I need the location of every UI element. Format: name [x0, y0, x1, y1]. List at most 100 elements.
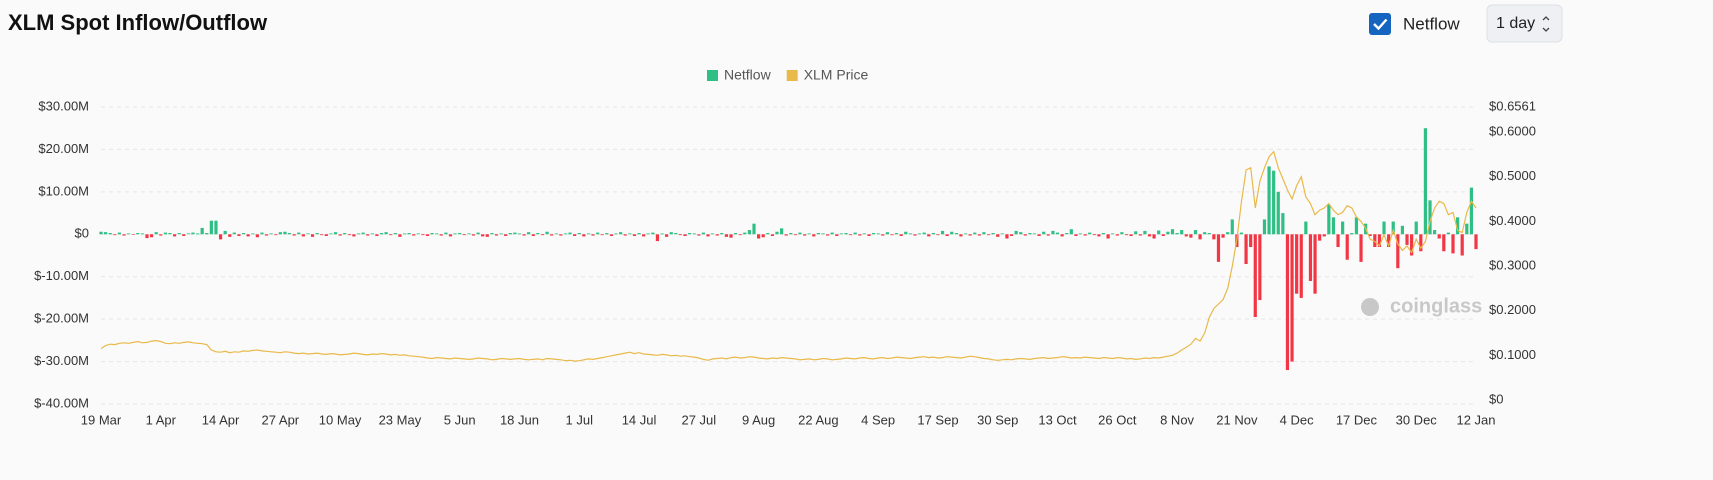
bar [908, 233, 912, 235]
bar [1000, 233, 1004, 235]
bar [1120, 232, 1124, 235]
x-tick-label: 5 Jun [444, 412, 476, 427]
bar [393, 233, 397, 235]
bar [329, 233, 333, 235]
bar [936, 234, 940, 236]
y2-tick-label: $0 [1489, 391, 1503, 406]
bar [674, 233, 678, 235]
bar [1267, 166, 1271, 235]
bar [1046, 234, 1050, 236]
bar [1451, 234, 1455, 254]
bar [917, 233, 922, 235]
watermark: coinglass [1390, 295, 1482, 317]
bar [986, 234, 991, 236]
bar [1368, 234, 1372, 236]
bar [1097, 234, 1101, 237]
checkbox[interactable] [1369, 13, 1391, 35]
bar [1318, 234, 1322, 241]
bar [931, 233, 935, 235]
bar [402, 233, 407, 235]
bar [444, 232, 448, 235]
bar [711, 233, 715, 235]
bar [200, 227, 204, 235]
bar [117, 232, 121, 235]
bar [1354, 217, 1359, 235]
bar [550, 234, 554, 236]
bar [683, 234, 687, 236]
bar [563, 233, 568, 235]
bar [1157, 230, 1161, 235]
bar [269, 233, 273, 235]
bar [1331, 217, 1336, 235]
bar [232, 232, 236, 235]
y-tick-label: $-10.00M [34, 268, 89, 283]
bar [1295, 234, 1299, 294]
bar [467, 233, 471, 235]
bar [531, 234, 535, 236]
bar [471, 234, 476, 236]
bar [1230, 219, 1234, 235]
bar [858, 234, 862, 236]
bar [729, 234, 733, 238]
bar [1423, 128, 1428, 235]
bar [1322, 234, 1326, 237]
bar [1078, 233, 1083, 235]
bar [950, 231, 954, 235]
x-tick-label: 1 Apr [146, 412, 177, 427]
x-tick-label: 4 Sep [861, 412, 895, 427]
select-arrows [1542, 16, 1550, 32]
y2-tick-label: $0.2000 [1489, 302, 1536, 317]
bar [1336, 234, 1340, 248]
bar [1276, 191, 1280, 235]
bar [1134, 231, 1138, 235]
bar [1437, 234, 1441, 239]
bar [582, 234, 586, 237]
x-tick-label: 13 Oct [1038, 412, 1077, 427]
bar [205, 233, 209, 235]
bar [871, 233, 876, 235]
bar [619, 232, 623, 235]
bar [490, 233, 494, 235]
bar [425, 234, 430, 236]
bar [1313, 234, 1317, 294]
bar [1442, 234, 1446, 252]
y-tick-label: $0 [75, 226, 89, 241]
bar [996, 234, 1000, 237]
bar [637, 233, 641, 235]
title: XLM Spot Inflow/Outflow [8, 10, 268, 35]
x-tick-label: 8 Nov [1160, 412, 1194, 427]
bar [577, 233, 581, 235]
y-tick-label: $30.00M [38, 98, 89, 113]
bar [1019, 232, 1023, 235]
bar [1193, 230, 1198, 235]
bar [600, 234, 604, 236]
bar [297, 232, 301, 235]
bar [844, 233, 848, 235]
y2-tick-label: $0.3000 [1489, 257, 1536, 272]
bar [991, 233, 995, 235]
checkbox-label[interactable]: Netflow [1403, 14, 1460, 33]
bar [453, 233, 457, 235]
bar [1028, 233, 1032, 235]
y2-tick-label: $0.4000 [1489, 213, 1536, 228]
bar [264, 234, 269, 236]
bar [287, 233, 292, 235]
bar [1092, 234, 1096, 236]
bar [1226, 232, 1230, 235]
interval-select[interactable] [1486, 4, 1563, 43]
bar [1258, 234, 1262, 301]
bar [517, 233, 522, 235]
bar [701, 232, 706, 235]
bar [1428, 200, 1432, 235]
bar [743, 232, 747, 235]
bar [669, 232, 673, 235]
bar [177, 233, 181, 235]
bar [274, 234, 278, 236]
bar [789, 233, 793, 235]
bar [1304, 221, 1308, 235]
bar [665, 234, 669, 237]
bar [885, 232, 889, 235]
bar [315, 233, 319, 235]
